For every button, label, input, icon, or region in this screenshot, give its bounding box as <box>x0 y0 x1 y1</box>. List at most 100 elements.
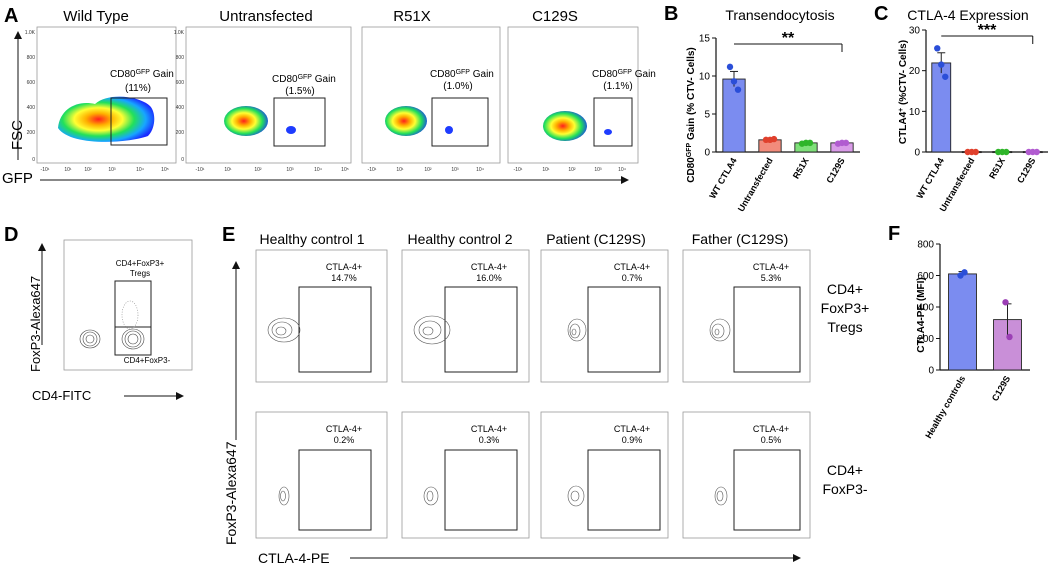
panel-e-gate-top-1 <box>298 286 372 373</box>
panel-c-category-label-3: C129S <box>1015 156 1037 185</box>
panel-f-ytick-label-3: 600 <box>917 271 934 282</box>
panel-e-plot-top-1 <box>255 249 388 383</box>
panel-c-ytick-label-1: 10 <box>909 107 921 118</box>
panel-a-gate-r51x <box>431 97 489 147</box>
panel-e-letter: E <box>222 224 235 246</box>
panel-b-category-label-1: Untransfected <box>736 156 775 213</box>
panel-a-density-wild-type <box>58 96 155 142</box>
panel-b-ytick-label-3: 15 <box>699 34 711 45</box>
panel-a-density-untransfected <box>224 106 268 136</box>
panel-b-point-0-0 <box>726 63 734 71</box>
panel-a: A Wild Type Untransfected R51X C129S 1.0… <box>2 5 656 187</box>
panel-e-row-label-bottom: CD4+ FoxP3- <box>822 462 867 497</box>
svg-text:10⁴: 10⁴ <box>136 167 144 173</box>
panel-e-plot-top-2 <box>401 249 530 383</box>
panel-f-ytick-label-0: 0 <box>928 366 934 377</box>
panel-a-letter: A <box>4 5 18 27</box>
panel-a-density-r51x-gfp <box>445 126 453 134</box>
svg-text:0.2%: 0.2% <box>334 435 355 445</box>
panel-e-ylabel: FoxP3-Alexa647 <box>223 441 239 545</box>
svg-text:0.5%: 0.5% <box>761 435 782 445</box>
svg-text:CTLA-4+: CTLA-4+ <box>753 262 789 272</box>
svg-text:10¹: 10¹ <box>224 167 232 173</box>
panel-a-gate-wild-type <box>110 97 168 146</box>
panel-e-xlabel: CTLA-4-PE <box>258 550 330 565</box>
svg-text:0.3%: 0.3% <box>479 435 500 445</box>
panel-e: E Healthy control 1 Healthy control 2 Pa… <box>222 224 869 566</box>
svg-text:CTLA-4+: CTLA-4+ <box>614 424 650 434</box>
svg-text:CTLA-4+: CTLA-4+ <box>753 424 789 434</box>
svg-text:200: 200 <box>27 130 36 136</box>
gate-pct-wild-type: (11%) <box>125 83 151 94</box>
panel-c: C CTLA-4 Expression CTLA4+ (%CTV- Cells)… <box>874 3 1048 213</box>
svg-text:CTLA-4+: CTLA-4+ <box>326 262 362 272</box>
panel-a-gate-labels: CD80GFP Gain (11%) CD80GFP Gain (1.5%) C… <box>110 69 656 98</box>
svg-text:CD4+: CD4+ <box>827 281 863 297</box>
panel-b: B Transendocytosis CD80GFP Gain (% CTV- … <box>664 3 860 213</box>
panel-f-point-0-1 <box>961 269 968 276</box>
svg-text:CTLA-4+: CTLA-4+ <box>471 424 507 434</box>
gate-label-wild-type: CD80GFP Gain <box>110 69 174 81</box>
panel-c-point-3-2 <box>1033 148 1040 156</box>
panel-f-point-1-1 <box>1006 333 1013 341</box>
panel-a-density-untransfected-gfp <box>286 126 296 134</box>
panel-a-xlabel: GFP <box>2 170 33 187</box>
svg-text:0: 0 <box>32 157 35 163</box>
gate-pct-c129s: (1.1%) <box>603 81 632 92</box>
panel-e-plot-bottom-4 <box>682 411 811 539</box>
panel-a-density-c129s <box>543 111 587 141</box>
panel-e-plot-bottom-1 <box>255 411 388 539</box>
gate-pct-r51x: (1.0%) <box>443 81 472 92</box>
panel-a-title-untransfected: Untransfected <box>219 8 312 25</box>
panel-b-ytick-label-2: 10 <box>699 72 711 83</box>
panel-b-sig-label: ** <box>782 30 795 47</box>
panel-c-letter: C <box>874 3 888 25</box>
panel-e-plot-top-4 <box>682 249 811 383</box>
panel-d-gate-top2: Tregs <box>130 269 150 278</box>
panel-a-ylabel: FSC <box>9 120 26 150</box>
panel-a-yticks-2: 1.0K 800 600 400 200 0 <box>174 30 185 163</box>
svg-text:10²: 10² <box>84 167 92 173</box>
panel-f-category-label-0: Healthy controls <box>923 374 967 440</box>
panel-c-ytick-label-3: 30 <box>909 26 921 37</box>
svg-text:-10¹: -10¹ <box>196 167 205 173</box>
svg-text:0: 0 <box>181 157 184 163</box>
panel-c-sig-label: *** <box>978 22 997 39</box>
panel-b-category-label-3: C129S <box>824 156 846 185</box>
panel-c-point-0-1 <box>938 61 945 68</box>
svg-text:10²: 10² <box>254 167 262 173</box>
svg-text:FoxP3-: FoxP3- <box>822 481 867 497</box>
svg-text:-10¹: -10¹ <box>514 167 523 173</box>
svg-text:10¹: 10¹ <box>396 167 404 173</box>
gate-label-untransfected: CD80GFP Gain <box>272 74 336 86</box>
gate-pct-untransfected: (1.5%) <box>285 86 314 97</box>
panel-e-gate-bottom-2 <box>444 449 518 531</box>
panel-b-point-0-2 <box>734 86 742 93</box>
svg-text:400: 400 <box>176 105 185 111</box>
panel-b-title: Transendocytosis <box>725 7 834 23</box>
svg-text:800: 800 <box>27 55 36 61</box>
panel-c-point-1-2 <box>972 148 979 156</box>
panel-e-contours <box>267 315 731 507</box>
svg-text:10³: 10³ <box>594 167 602 173</box>
panel-d-gate-bottom: CD4+FoxP3- <box>124 356 171 365</box>
svg-text:5.3%: 5.3% <box>761 273 782 283</box>
panel-c-point-0-0 <box>934 45 941 52</box>
panel-b-category-label-2: R51X <box>791 156 811 180</box>
panel-f-point-1-0 <box>1002 299 1009 306</box>
svg-text:10¹: 10¹ <box>64 167 72 173</box>
panel-a-title-c129s: C129S <box>532 8 578 25</box>
panel-f-ytick-label-2: 400 <box>917 303 934 314</box>
panel-d-xlabel: CD4-FITC <box>32 388 91 403</box>
panel-c-ytick-label-0: 0 <box>914 148 920 159</box>
panel-e-gate-top-2 <box>444 286 518 373</box>
panel-e-col-4: Father (C129S) <box>692 231 788 247</box>
panel-a-density-c129s-gfp <box>604 129 612 135</box>
panel-a-plot-untransfected <box>185 26 352 164</box>
gate-label-c129s: CD80GFP Gain <box>592 69 656 81</box>
panel-b-category-label-0: WT CTLA4 <box>707 156 738 200</box>
svg-text:CTLA-4+: CTLA-4+ <box>614 262 650 272</box>
svg-text:-10¹: -10¹ <box>368 167 377 173</box>
panel-b-point-2-2 <box>806 139 814 147</box>
